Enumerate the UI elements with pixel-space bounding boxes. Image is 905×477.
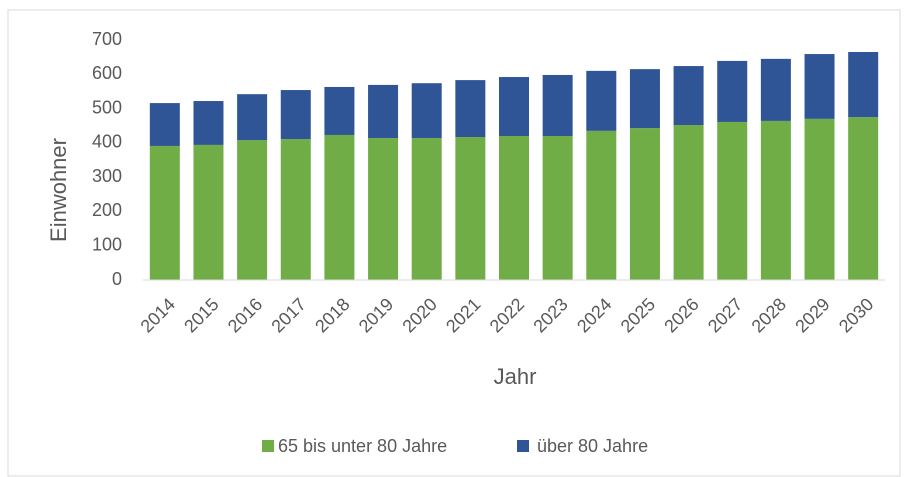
bar-segment (848, 52, 879, 118)
legend-swatch (262, 440, 274, 452)
bar-segment (411, 138, 442, 280)
bar-segment (673, 66, 704, 126)
x-tick-label: 2015 (180, 294, 222, 336)
bar-segment (193, 144, 224, 280)
bar-segment (629, 128, 660, 280)
x-tick-label: 2017 (267, 294, 309, 336)
legend-label: über 80 Jahre (537, 436, 648, 456)
x-tick-label: 2022 (486, 294, 528, 336)
x-tick-label: 2030 (835, 294, 877, 336)
x-tick-label: 2016 (224, 294, 266, 336)
x-tick-label: 2023 (529, 294, 571, 336)
legend-swatch (517, 440, 529, 452)
bar-segment (237, 140, 268, 280)
x-tick-label: 2014 (137, 294, 179, 336)
x-tick-label: 2019 (355, 294, 397, 336)
x-tick-label: 2029 (791, 294, 833, 336)
x-tick-label: 2025 (617, 294, 659, 336)
y-tick-label: 600 (92, 63, 122, 83)
y-tick-label: 200 (92, 200, 122, 220)
bar-segment (717, 121, 748, 280)
bar-segment (586, 130, 617, 280)
bar-segment (368, 138, 399, 280)
bar-segment (804, 54, 835, 119)
bar-segment (499, 77, 529, 136)
x-tick-label: 2024 (573, 294, 615, 336)
bar-segment (193, 101, 224, 145)
bar-segment (368, 84, 399, 139)
bar-segment (586, 70, 617, 131)
y-tick-label: 100 (92, 234, 122, 254)
bar-segment (499, 136, 529, 280)
x-tick-label: 2027 (704, 294, 746, 336)
bar-segment (149, 103, 180, 146)
bar-segment (760, 58, 791, 121)
x-tick-label: 2026 (660, 294, 702, 336)
bar-segment (629, 69, 660, 129)
x-tick-label: 2018 (311, 294, 353, 336)
bar-segment (542, 136, 573, 280)
bar-segment (760, 120, 791, 281)
bar-segment (542, 74, 573, 136)
bar-segment (673, 125, 704, 281)
bar-segment (455, 80, 486, 138)
y-tick-label: 0 (112, 269, 122, 289)
bar-segment (237, 94, 268, 141)
chart-border (7, 9, 901, 477)
bar-segment (717, 60, 748, 122)
bar-segment (324, 134, 355, 280)
bar-segment (280, 90, 311, 140)
bar-segment (804, 118, 835, 280)
y-tick-label: 700 (92, 29, 122, 49)
bar-segment (324, 86, 355, 135)
bar-segment (411, 83, 442, 139)
bar-segment (149, 145, 180, 280)
legend-label: 65 bis unter 80 Jahre (278, 436, 447, 456)
y-axis-title: Einwohner (46, 138, 71, 242)
bar-segment (280, 139, 311, 280)
y-tick-label: 400 (92, 132, 122, 152)
y-tick-label: 300 (92, 166, 122, 186)
y-tick-label: 500 (92, 97, 122, 117)
x-tick-label: 2028 (748, 294, 790, 336)
x-tick-label: 2020 (398, 294, 440, 336)
x-axis-title: Jahr (494, 364, 537, 389)
x-tick-label: 2021 (442, 294, 484, 336)
bar-segment (848, 117, 879, 281)
bar-segment (455, 137, 486, 280)
